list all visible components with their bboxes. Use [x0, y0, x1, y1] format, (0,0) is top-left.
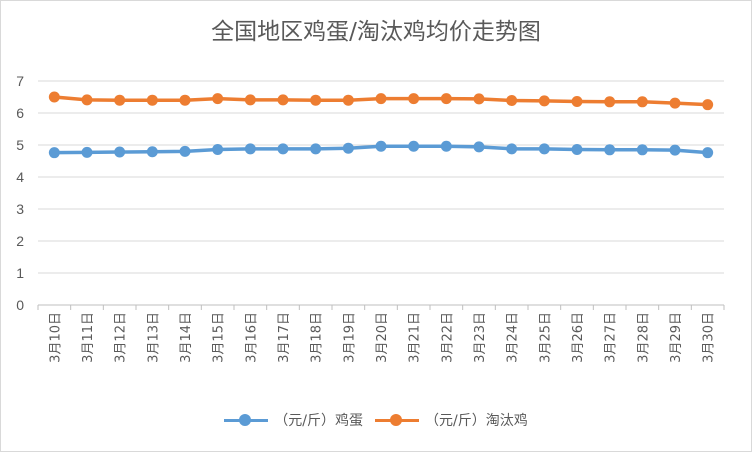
data-point-1: [277, 94, 289, 106]
data-point-0: [244, 143, 256, 155]
chart-title: 全国地区鸡蛋/淘汰鸡均价走势图: [211, 19, 541, 45]
data-point-1: [473, 93, 485, 105]
y-tick-label: 7: [16, 73, 24, 89]
x-tick-label: 3月10日: [48, 312, 63, 363]
data-point-0: [506, 143, 518, 155]
data-point-0: [375, 140, 387, 152]
data-point-0: [669, 144, 681, 156]
y-tick-label: 6: [16, 105, 24, 121]
data-point-1: [48, 91, 60, 103]
legend-item-culled-hen: （元/斤）淘汰鸡: [375, 410, 528, 430]
data-point-1: [146, 94, 158, 106]
data-point-0: [81, 146, 93, 158]
data-point-1: [179, 94, 191, 106]
legend-label-egg: （元/斤）鸡蛋: [274, 413, 363, 429]
data-point-1: [114, 94, 126, 106]
x-tick-label: 3月26日: [571, 312, 586, 363]
y-tick-label: 5: [16, 137, 24, 153]
data-point-1: [702, 99, 714, 111]
data-point-0: [310, 143, 322, 155]
data-point-0: [702, 147, 714, 159]
x-tick-label: 3月24日: [506, 312, 521, 363]
y-tick-label: 0: [16, 297, 24, 313]
data-point-0: [114, 146, 126, 158]
data-point-1: [408, 93, 420, 105]
data-point-0: [179, 145, 191, 157]
x-tick-label: 3月28日: [636, 312, 651, 363]
x-tick-label: 3月30日: [702, 312, 717, 363]
x-tick-label: 3月22日: [440, 312, 455, 363]
data-point-0: [342, 142, 354, 154]
y-tick-label: 1: [16, 265, 24, 281]
legend-label-culled-hen: （元/斤）淘汰鸡: [425, 413, 528, 429]
x-tick-label: 3月25日: [538, 312, 553, 363]
data-point-1: [571, 95, 583, 107]
x-tick-label: 3月16日: [244, 312, 259, 363]
data-point-1: [342, 94, 354, 106]
data-point-0: [571, 143, 583, 155]
data-point-1: [244, 94, 256, 106]
x-tick-label: 3月20日: [375, 312, 390, 363]
data-point-0: [636, 144, 648, 156]
data-point-1: [212, 93, 224, 105]
legend-swatch-culled-hen: [375, 413, 419, 427]
legend-item-egg: （元/斤）鸡蛋: [224, 410, 363, 430]
data-point-1: [310, 94, 322, 106]
data-point-0: [48, 147, 60, 159]
data-point-1: [440, 93, 452, 105]
y-tick-label: 4: [16, 169, 24, 185]
x-tick-label: 3月19日: [342, 312, 357, 363]
x-tick-label: 3月15日: [212, 312, 227, 363]
data-point-0: [408, 140, 420, 152]
data-point-1: [375, 93, 387, 105]
data-point-1: [636, 96, 648, 108]
data-point-0: [212, 143, 224, 155]
y-tick-label: 2: [16, 233, 24, 249]
x-tick-label: 3月11日: [81, 312, 96, 363]
data-point-1: [506, 95, 518, 107]
legend-swatch-egg: [224, 413, 269, 427]
x-tick-label: 3月23日: [473, 312, 488, 363]
data-point-0: [146, 146, 158, 158]
data-point-0: [440, 140, 452, 152]
x-tick-label: 3月27日: [604, 312, 619, 363]
data-point-1: [669, 97, 681, 109]
data-point-0: [604, 144, 616, 156]
x-tick-label: 3月21日: [408, 312, 423, 363]
data-point-1: [604, 96, 616, 108]
data-point-0: [277, 143, 289, 155]
legend: （元/斤）鸡蛋 （元/斤）淘汰鸡: [0, 410, 752, 430]
x-tick-label: 3月14日: [179, 312, 194, 363]
x-tick-label: 3月13日: [146, 312, 161, 363]
x-tick-label: 3月12日: [114, 312, 129, 363]
data-point-0: [473, 141, 485, 153]
data-point-1: [538, 95, 550, 107]
x-tick-label: 3月29日: [669, 312, 684, 363]
y-tick-label: 3: [16, 201, 24, 217]
data-point-1: [81, 94, 93, 106]
data-point-0: [538, 143, 550, 155]
x-tick-label: 3月17日: [277, 312, 292, 363]
x-tick-label: 3月18日: [310, 312, 325, 363]
